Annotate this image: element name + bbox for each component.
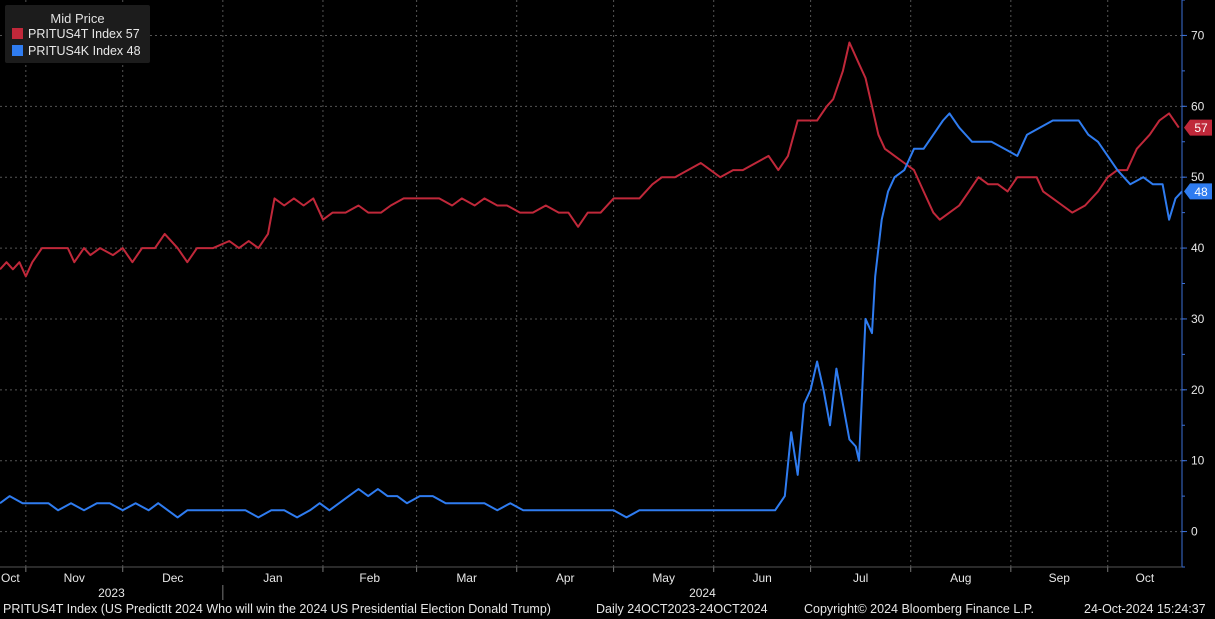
x-month-label: Mar — [456, 571, 477, 585]
x-month-label: Aug — [950, 571, 971, 585]
last-value-marker: 57 — [1184, 119, 1212, 136]
legend-label: PRITUS4K Index — [28, 44, 124, 58]
legend-value: 57 — [125, 27, 140, 41]
legend-label: PRITUS4T Index — [28, 27, 123, 41]
y-tick-label: 50 — [1191, 170, 1205, 184]
last-value-label: 57 — [1194, 121, 1208, 135]
last-value-label: 48 — [1194, 185, 1208, 199]
series-layer — [0, 41, 1183, 519]
x-month-label: Nov — [64, 571, 85, 585]
x-month-label: May — [652, 571, 675, 585]
y-tick-label: 20 — [1191, 383, 1205, 397]
chart-grid — [0, 0, 1182, 567]
x-month-label: Jun — [752, 571, 771, 585]
series-line — [0, 41, 1180, 278]
legend-item-harris: PRITUS4K Index 48 — [12, 44, 141, 58]
y-tick-label: 60 — [1191, 99, 1205, 113]
footer-copyright: Copyright© 2024 Bloomberg Finance L.P. — [804, 602, 1034, 616]
y-tick-label: 10 — [1191, 454, 1205, 468]
legend-swatch-blue — [12, 45, 23, 56]
x-month-label: Jul — [853, 571, 868, 585]
y-tick-label: 40 — [1191, 241, 1205, 255]
legend-swatch-red — [12, 28, 23, 39]
chart-axes: 0 10 20 30 40 50 60 70 Oct Nov Dec Jan Feb Mar Apr May J… — [0, 0, 1212, 600]
y-tick-label: 30 — [1191, 312, 1205, 326]
y-tick-label: 70 — [1191, 28, 1205, 42]
x-month-label: Oct — [1136, 571, 1155, 585]
x-month-label: Oct — [1, 571, 20, 585]
series-line — [0, 112, 1183, 519]
chart-legend: Mid Price PRITUS4T Index 57 PRITUS4K Ind… — [5, 5, 150, 63]
last-value-marker: 48 — [1184, 183, 1212, 200]
legend-title: Mid Price — [50, 11, 105, 26]
legend-item-trump: PRITUS4T Index 57 — [12, 27, 140, 41]
legend-value: 48 — [126, 44, 141, 58]
x-year-label: 2024 — [689, 586, 716, 600]
last-value-badge — [1184, 119, 1212, 136]
x-month-label: Sep — [1049, 571, 1071, 585]
footer-timestamp: 24-Oct-2024 15:24:37 — [1084, 602, 1206, 616]
x-month-label: Feb — [359, 571, 380, 585]
last-value-badge — [1184, 183, 1212, 200]
x-month-label: Apr — [556, 571, 575, 585]
x-month-label: Jan — [263, 571, 282, 585]
x-year-label: 2023 — [98, 586, 125, 600]
footer-period: Daily 24OCT2023-24OCT2024 — [596, 602, 768, 616]
x-month-label: Dec — [162, 571, 183, 585]
y-tick-label: 0 — [1191, 525, 1198, 539]
footer-security: PRITUS4T Index (US PredictIt 2024 Who wi… — [3, 602, 551, 616]
